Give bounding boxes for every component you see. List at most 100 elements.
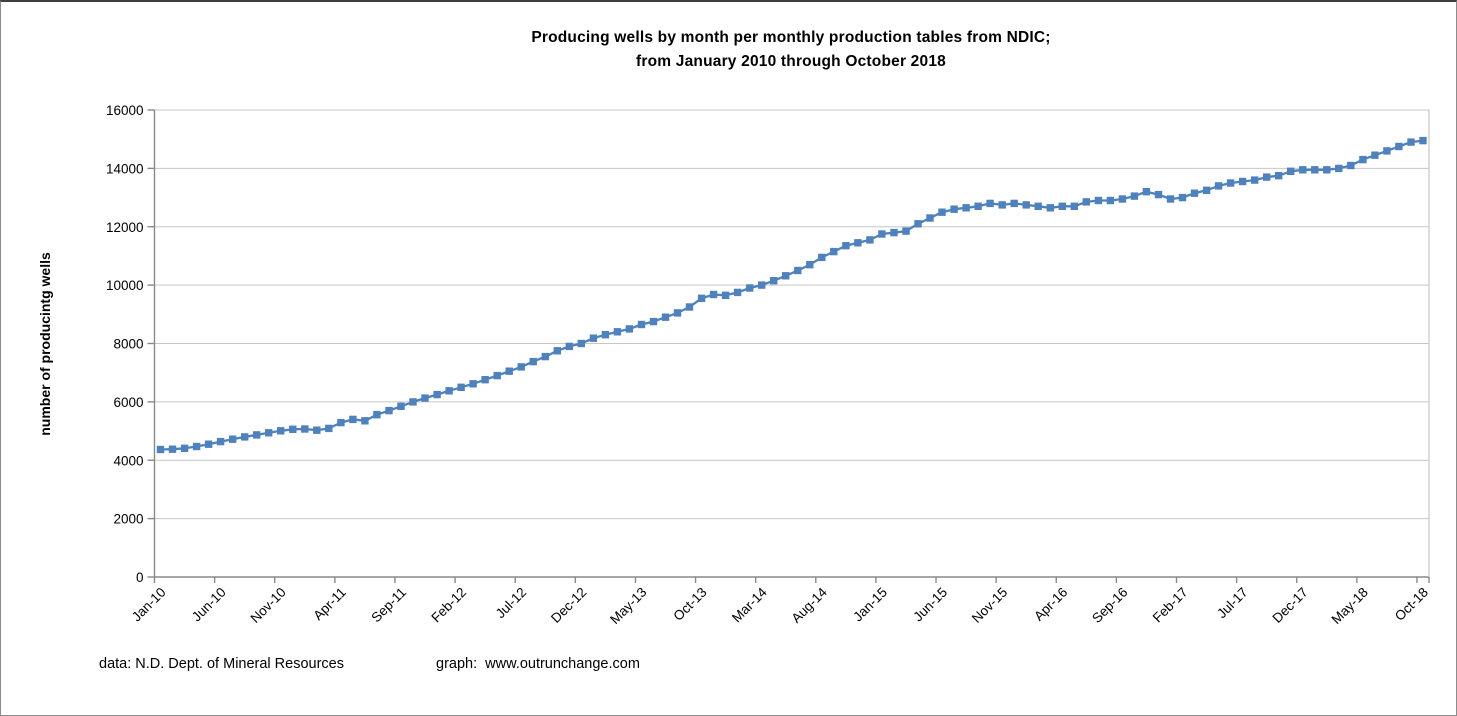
data-point-marker [625,325,634,333]
data-point-marker [541,352,549,361]
data-point-marker [433,390,441,399]
data-point-marker [1070,202,1078,210]
y-tick-label: 2000 [113,512,143,527]
data-point-marker [1238,177,1247,186]
data-point-marker [601,331,610,339]
data-point-marker [325,424,333,433]
data-point-marker [1142,188,1151,196]
data-point-marker [1383,147,1391,155]
data-point-marker [180,444,189,452]
x-tick-label: Nov-10 [247,585,288,626]
x-tick-label: Feb-17 [1150,585,1191,626]
chart-title-line1: Producing wells by month per monthly pro… [531,29,1051,46]
data-point-marker [890,228,898,237]
data-point-marker [565,342,573,351]
data-point-marker [409,398,417,406]
data-point-marker [806,261,814,269]
data-point-marker [204,440,213,448]
data-point-marker [361,417,369,425]
data-point-marker [1022,201,1030,209]
y-tick-label: 10000 [106,278,144,293]
data-point-marker [1323,166,1331,174]
data-point-marker [301,425,309,433]
x-tick-label: Jan-10 [129,585,169,625]
data-point-marker [1082,198,1090,206]
data-point-marker [168,445,177,453]
x-axis: Jan-10 Jun-10 Nov-10 Apr-11 Sep-11 Feb-12 Jul-… [129,577,1431,627]
data-point-marker [1058,202,1066,210]
data-point-marker [313,426,321,434]
data-point-marker [445,387,453,395]
data-point-marker [1202,186,1211,194]
x-tick-label: Jan-15 [850,585,890,625]
data-point-marker [830,247,838,256]
x-tick-label: Mar-14 [729,584,770,625]
data-point-marker [1311,166,1319,174]
data-point-marker [373,411,381,419]
data-point-marker [938,208,946,216]
data-point-marker [866,236,874,244]
data-point-marker [385,406,393,415]
data-point-marker [782,272,790,280]
data-point-marker [505,367,513,375]
data-point-marker [192,442,201,451]
gridlines [154,109,1430,578]
data-point-marker [914,220,922,228]
y-axis-title: number of producintg wells [37,252,53,436]
y-tick-label: 6000 [113,395,143,410]
y-axis: 0 2000 4000 6000 8000 10000 12000 14000 16000 [106,103,156,585]
data-source-text: data: N.D. Dept. of Mineral Resources [99,656,344,672]
x-tick-label: Apr-11 [310,585,349,624]
data-point-marker [1178,193,1187,202]
data-point-marker [758,281,766,289]
data-point-marker [902,227,910,235]
graph-credit-text: graph: www.outrunchange.com [436,656,640,672]
y-tick-label: 0 [136,570,144,585]
data-point-marker [950,205,958,213]
data-point-marker [1347,161,1355,170]
x-tick-label: Dec-12 [548,585,589,626]
data-point-marker [1118,195,1127,203]
series-producing-wells [156,136,1427,454]
x-tick-label: Oct-18 [1392,585,1431,624]
data-point-marker [1287,167,1295,175]
x-tick-label: May-13 [607,585,649,627]
data-point-marker [457,383,465,391]
data-point-marker [397,402,405,410]
y-tick-label: 16000 [106,103,144,118]
data-point-marker [493,371,501,380]
data-point-marker [277,427,285,435]
data-point-marker [589,334,598,342]
data-point-marker [517,363,525,371]
data-point-marker [156,445,165,454]
chart-title-line2: from January 2010 through October 2018 [636,53,946,70]
x-tick-label: Apr-16 [1031,585,1070,624]
data-point-marker [1226,179,1235,187]
data-point-marker [1034,202,1042,210]
x-tick-label: Jul-17 [1214,585,1251,622]
chart-title: Producing wells by month per monthly pro… [151,26,1431,74]
data-point-marker [1335,164,1343,173]
y-tick-label: 4000 [113,453,143,468]
x-tick-label: Nov-15 [969,585,1010,626]
y-tick-label: 14000 [106,161,144,176]
data-point-marker [1010,199,1018,208]
x-tick-label: Aug-14 [789,584,831,626]
data-point-marker [733,288,742,297]
data-point-marker [974,202,982,210]
data-point-marker [1130,192,1139,200]
data-point-marker [1371,151,1379,159]
x-tick-label: Jun-15 [910,585,950,625]
data-point-marker [926,214,934,222]
data-point-marker [577,339,585,348]
data-point-marker [649,317,658,326]
data-point-marker [1263,173,1271,181]
data-point-marker [553,347,561,355]
data-point-marker [1275,172,1283,180]
x-tick-label: Dec-17 [1269,585,1310,626]
data-point-marker [709,290,718,299]
data-point-marker [1214,182,1223,190]
data-point-marker [1166,195,1175,203]
